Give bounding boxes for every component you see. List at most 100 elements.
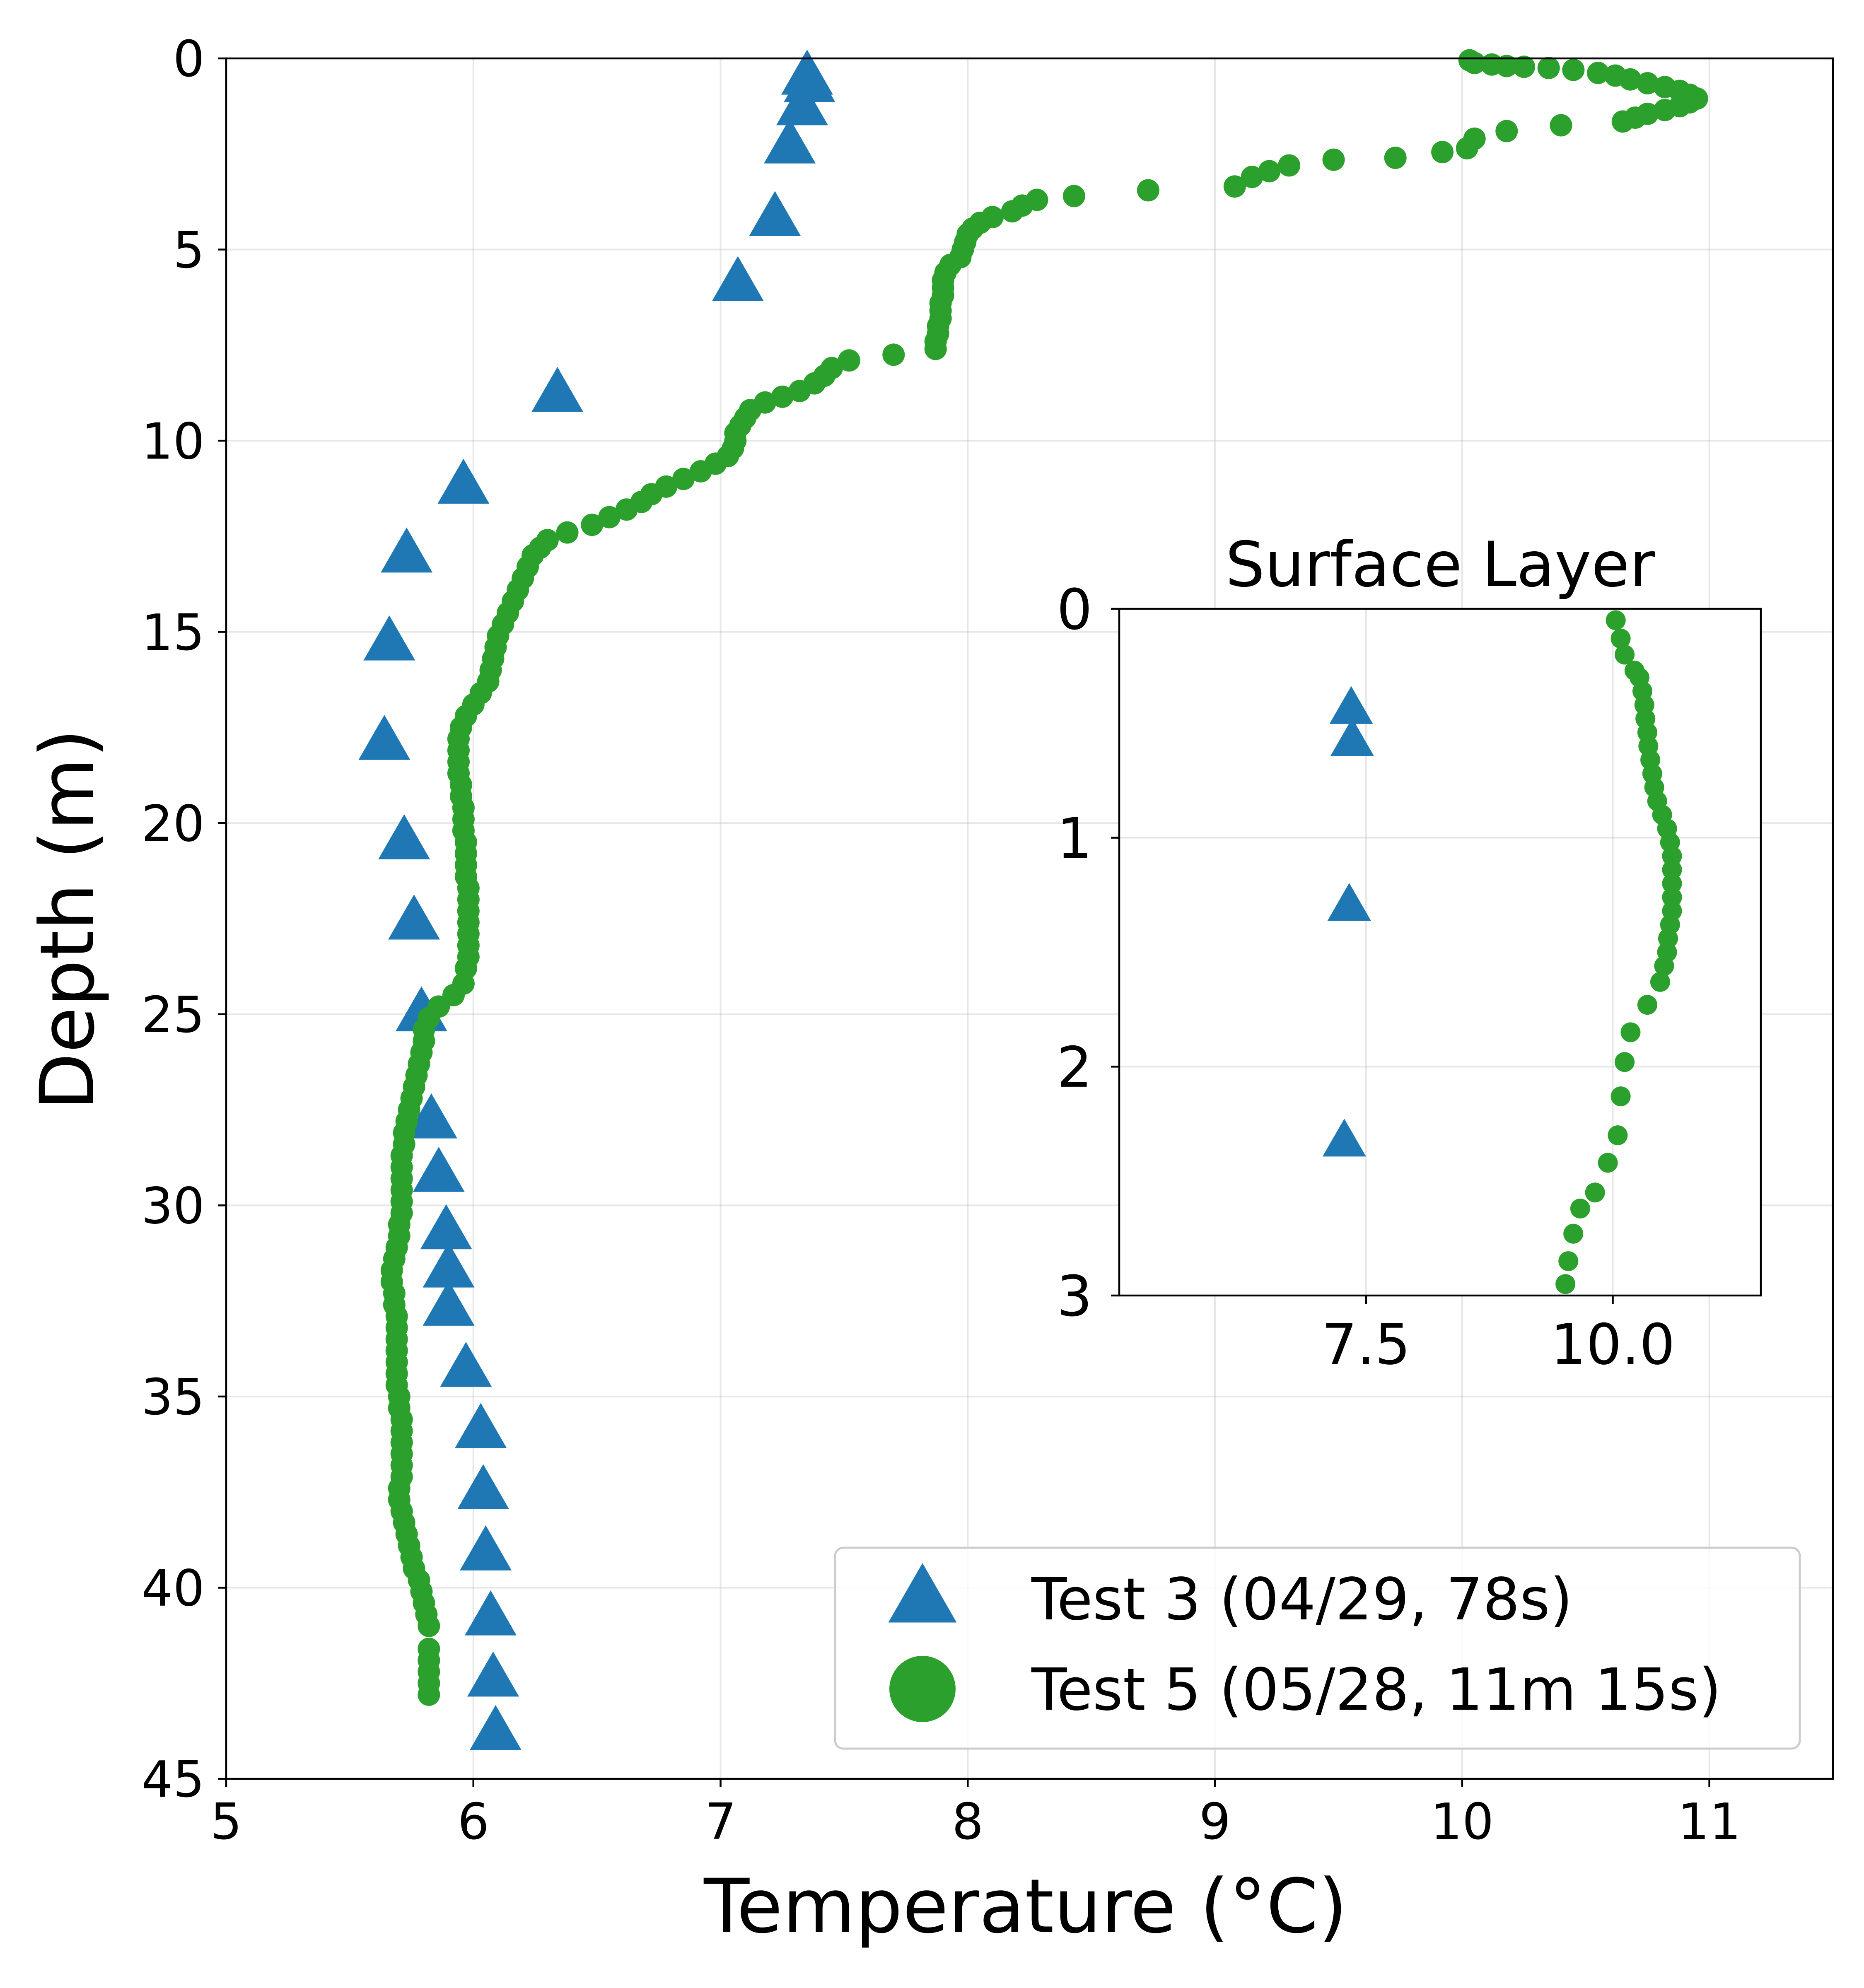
main-data-points [358, 49, 1708, 1750]
inset-y-tick-label: 1 [1057, 806, 1092, 871]
inset-test5-marker [1654, 956, 1674, 976]
main-test5-marker [1278, 154, 1301, 177]
inset-ticks: 7.5 10.0 0 1 2 3 [1057, 577, 1675, 1377]
inset-test5-marker [1610, 1086, 1631, 1107]
inset-test5-marker [1558, 1251, 1579, 1271]
inset-x-tick-label: 7.5 [1321, 1312, 1410, 1377]
main-test3-marker [455, 1403, 507, 1448]
legend-label-test3: Test 3 (04/29, 78s) [1031, 1566, 1573, 1633]
inset-test5-marker [1620, 1022, 1641, 1042]
main-test3-marker [405, 1093, 457, 1139]
main-test5-marker [672, 468, 695, 490]
main-y-tick-label: 35 [141, 1369, 205, 1426]
main-test3-marker [457, 1464, 509, 1509]
legend: Test 3 (04/29, 78s) Test 5 (05/28, 11m 1… [834, 1546, 1801, 1750]
inset-y-tick-label: 0 [1057, 577, 1092, 642]
inset-test5-marker [1662, 860, 1682, 880]
inset-data-points [1322, 610, 1682, 1294]
inset-y-tick-label: 2 [1057, 1035, 1092, 1100]
main-x-tick-label: 6 [458, 1793, 489, 1851]
main-y-tick-label: 0 [173, 31, 205, 88]
main-test3-marker [423, 1242, 475, 1288]
main-test5-marker [882, 343, 905, 366]
legend-label-test5: Test 5 (05/28, 11m 15s) [1031, 1656, 1722, 1724]
main-x-tick-label: 5 [210, 1793, 242, 1851]
inset-test3-marker [1327, 883, 1371, 921]
main-test5-marker [418, 1614, 440, 1637]
main-test5-marker [1513, 55, 1536, 78]
main-test5-marker [1137, 179, 1159, 202]
main-test5-marker [1495, 120, 1518, 142]
main-test5-marker [1537, 57, 1560, 80]
main-test5-marker [1456, 137, 1478, 159]
main-y-tick-label: 20 [141, 795, 205, 853]
main-y-tick-label: 10 [141, 413, 205, 470]
main-test5-marker [581, 514, 604, 536]
main-x-tick-label: 9 [1199, 1793, 1231, 1851]
main-test3-marker [776, 80, 828, 125]
main-y-tick-label: 5 [173, 222, 205, 280]
main-x-tick-label: 11 [1678, 1793, 1741, 1851]
main-test5-marker [615, 498, 638, 521]
main-test5-marker [1463, 52, 1486, 75]
main-x-tick-label: 7 [705, 1793, 736, 1851]
main-test5-marker [556, 521, 579, 544]
inset-test5-marker [1662, 846, 1682, 866]
main-y-tick-label: 40 [141, 1560, 205, 1618]
main-test3-marker [437, 458, 490, 504]
legend-marker-test5 [889, 1656, 956, 1722]
main-test5-marker [1611, 110, 1634, 133]
main-axes-frame [225, 57, 1834, 1780]
inset-test5-marker [1637, 995, 1657, 1015]
inset-test5-marker [1608, 1125, 1628, 1146]
main-test5-marker [1550, 114, 1572, 137]
inset-test5-marker [1615, 644, 1635, 665]
main-y-tick-label: 30 [141, 1178, 205, 1235]
main-test3-marker [469, 1705, 522, 1750]
main-x-tick-label: 10 [1430, 1793, 1494, 1851]
main-test3-marker [388, 894, 440, 940]
main-test5-marker [1241, 166, 1263, 188]
main-test3-marker [531, 367, 584, 412]
main-test5-marker [1431, 141, 1454, 164]
main-y-tick-label: 45 [141, 1751, 205, 1809]
main-y-tick-label: 15 [141, 604, 205, 662]
inset-test5-marker [1585, 1182, 1605, 1203]
main-test3-marker [423, 1281, 475, 1326]
main-test3-marker [363, 615, 415, 661]
x-axis-label: Temperature (°C) [703, 1863, 1347, 1950]
main-test5-marker [924, 338, 947, 360]
inset-test3-marker [1329, 686, 1373, 724]
inset-test5-marker [1606, 610, 1626, 630]
main-test3-marker [378, 814, 430, 859]
main-test3-marker [358, 714, 410, 760]
main-test5-marker [788, 380, 811, 403]
inset-test5-marker [1662, 873, 1682, 894]
main-test3-marker [413, 1147, 465, 1192]
main-test5-marker [1495, 55, 1518, 77]
main-test3-marker [381, 527, 433, 573]
main-test5-marker [689, 460, 712, 483]
main-test3-marker [420, 1204, 472, 1250]
inset-plot: 7.5 10.0 0 1 2 3 Surface Layer [1057, 529, 1762, 1377]
inset-test5-marker [1570, 1198, 1590, 1218]
main-test5-marker [771, 385, 794, 408]
main-test3-marker [440, 1341, 492, 1387]
main-test5-marker [1001, 200, 1024, 223]
main-test3-marker [460, 1525, 512, 1571]
inset-test5-marker [1555, 1274, 1576, 1294]
inset-test3-marker [1322, 1119, 1366, 1157]
main-test5-marker [1062, 185, 1085, 207]
main-x-tick-label: 8 [952, 1793, 983, 1851]
main-test5-marker [838, 349, 860, 372]
main-test5-marker [1384, 147, 1407, 169]
main-test5-marker [1654, 99, 1676, 121]
main-test5-marker [1619, 68, 1642, 91]
main-test3-marker [712, 256, 764, 301]
inset-test5-marker [1615, 1052, 1635, 1072]
legend-marker-test3 [888, 1563, 957, 1623]
inset-x-tick-label: 10.0 [1550, 1312, 1675, 1377]
